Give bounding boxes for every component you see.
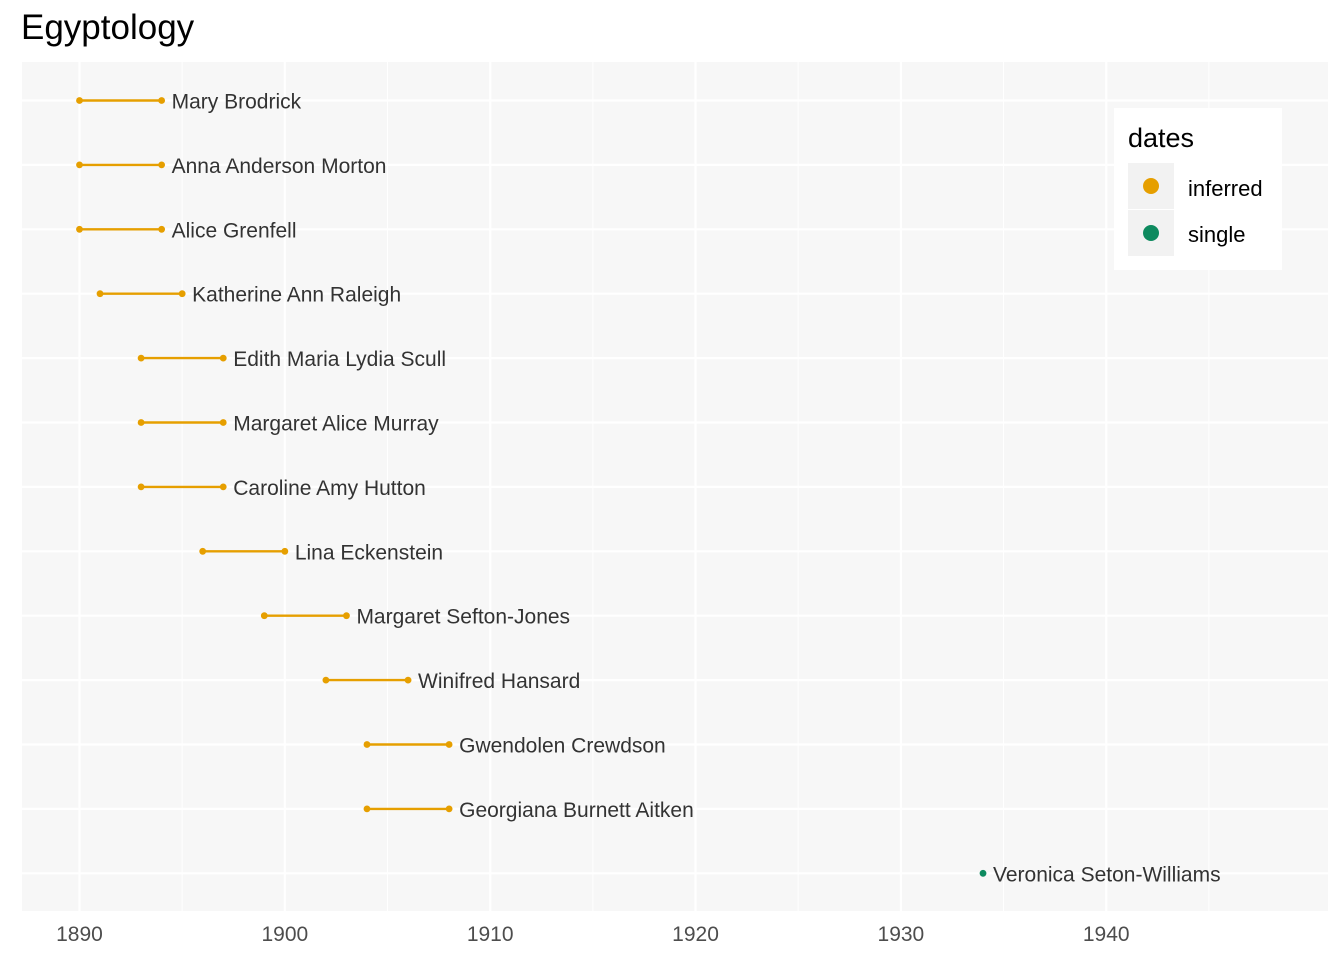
name-label: Mary Brodrick <box>172 91 302 114</box>
end-point <box>158 97 166 104</box>
x-tick-label: 1940 <box>1083 923 1130 946</box>
end-point <box>158 161 166 169</box>
start-point <box>76 97 83 104</box>
name-label: Veronica Seton-Williams <box>993 863 1221 886</box>
legend: dates inferred single <box>1114 108 1282 270</box>
start-point <box>363 805 371 813</box>
start-point <box>322 676 330 684</box>
x-tick-label: 1890 <box>56 923 103 946</box>
end-point <box>219 354 227 362</box>
end-point <box>219 483 227 491</box>
name-label: Margaret Sefton-Jones <box>356 606 570 629</box>
end-point <box>158 225 166 233</box>
end-point <box>404 676 412 684</box>
x-tick-label: 1920 <box>672 923 719 946</box>
end-point <box>178 290 186 298</box>
end-point <box>979 869 987 877</box>
start-point <box>76 161 83 169</box>
x-axis: 1890 1900 1910 1920 1930 1940 <box>56 923 1129 946</box>
name-label: Winifred Hansard <box>418 670 580 693</box>
start-point <box>260 612 268 620</box>
chart-title: Egyptology <box>21 8 195 47</box>
start-point <box>96 290 104 298</box>
name-label: Margaret Alice Murray <box>233 413 439 436</box>
name-label: Katherine Ann Raleigh <box>192 284 401 307</box>
start-point <box>137 483 145 491</box>
name-label: Caroline Amy Hutton <box>233 477 426 500</box>
start-point <box>137 354 145 362</box>
chart-marks: Mary Brodrick Anna Anderson Morton Alice G… <box>76 91 1221 886</box>
name-label: Gwendolen Crewdson <box>459 735 666 758</box>
x-tick-label: 1910 <box>467 923 514 946</box>
legend-dot-inferred <box>1143 178 1159 194</box>
start-point <box>76 225 83 233</box>
legend-label-single: single <box>1188 222 1245 247</box>
start-point <box>137 419 145 426</box>
end-point <box>343 612 350 620</box>
legend-title: dates <box>1128 123 1194 153</box>
x-tick-label: 1930 <box>878 923 925 946</box>
end-point <box>219 419 227 426</box>
name-label: Lina Eckenstein <box>295 541 443 564</box>
end-point <box>445 741 453 748</box>
legend-dot-single <box>1143 225 1159 241</box>
x-tick-label: 1900 <box>261 923 308 946</box>
name-label: Alice Grenfell <box>172 219 297 242</box>
name-label: Edith Maria Lydia Scull <box>233 348 446 371</box>
start-point <box>199 547 207 555</box>
name-label: Georgiana Burnett Aitken <box>459 799 694 822</box>
legend-label-inferred: inferred <box>1188 176 1263 201</box>
end-point <box>281 547 289 555</box>
name-label: Anna Anderson Morton <box>172 155 387 178</box>
end-point <box>445 805 453 813</box>
start-point <box>363 741 371 748</box>
